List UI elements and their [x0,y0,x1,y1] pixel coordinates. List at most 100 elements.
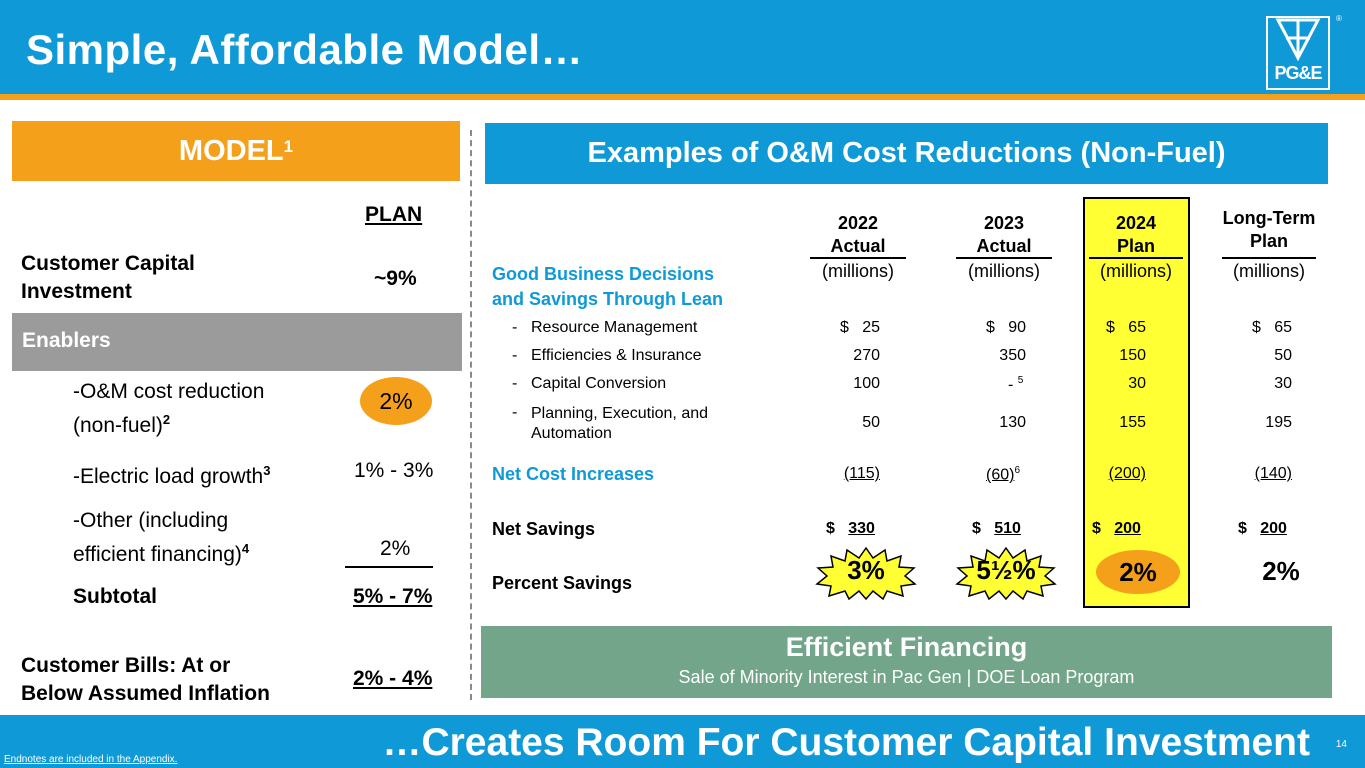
load-label-text: -Electric load growth [73,465,264,488]
subtotal-value: 5% - 7% [353,585,433,608]
model-banner: MODEL 1 [12,121,460,181]
footer-tagline: …Creates Room For Customer Capital Inves… [382,721,1310,764]
logo-registered-mark: ® [1336,14,1342,23]
col-long-term-name: Long-Term [1222,208,1316,228]
percent-savings-label: Percent Savings [492,573,633,593]
customer-bills-label-line-2: Below Assumed Inflation [21,682,270,705]
financing-title: Efficient Financing [785,632,1028,662]
col-long-term-rule [1222,257,1316,259]
col-2022-rule [810,257,906,259]
cell-resource-2022: $ 25 [839,319,880,336]
cell-efficiencies-2022: 270 [853,347,880,364]
footer-bar: …Creates Room For Customer Capital Inves… [0,715,1365,768]
row-dash: - [512,404,518,421]
percent-long-term: 2% [1262,556,1300,586]
row-label-resource: Resource Management [531,319,698,336]
cell-planning-2023: 130 [999,414,1026,431]
other-label-sup: 4 [241,541,250,556]
cell-capital-2022: 100 [853,375,880,392]
col-2023-type: Actual [976,236,1032,256]
col-header-2023: 2023 Actual [954,212,1054,258]
customer-bills-label: Customer Bills: At or Below Assumed Infl… [21,652,270,708]
cell-net-savings-2024-value: 200 [1114,520,1141,537]
cell-planning-2022: 50 [862,414,880,431]
om-value-oval: 2% [360,377,432,425]
cell-net-savings-long-term-value: 200 [1260,520,1287,537]
cell-efficiencies-2023: 350 [999,347,1026,364]
burst-2022-icon [815,546,917,600]
om-label: -O&M cost reduction (non-fuel)2 [73,378,264,440]
row-dash: - [512,375,518,392]
col-2022-type: Actual [830,236,886,256]
col-2024-rule [1089,257,1183,259]
col-long-term-type: Plan [1249,231,1288,251]
cell-planning-long-term: 195 [1265,414,1292,431]
cell-capital-long-term: 30 [1274,375,1292,392]
col-2023-year: 2023 [983,213,1025,233]
col-2022-unit: (millions) [822,261,894,281]
customer-capital-label-line-2: Investment [21,280,132,303]
load-label: -Electric load growth3 [73,457,270,491]
percent-2024-oval: 2% [1096,550,1180,594]
cell-net-cost-2022: (115) [843,465,880,482]
net-savings-label: Net Savings [492,519,596,539]
dollar-sign: $ [1092,520,1101,537]
cell-efficiencies-long-term: 50 [1274,347,1292,364]
dollar-sign: $ [826,520,835,537]
other-label: -Other (including efficient financing)4 [73,507,249,569]
cell-net-cost-2023: (60)6 [986,465,1020,484]
col-2024-type: Plan [1116,236,1155,256]
other-value: 2% [380,537,411,560]
cell-resource-2023: $ 90 [985,319,1026,336]
logo-graphic-icon [1275,18,1321,62]
page-number: 14 [1335,739,1347,750]
enablers-label: Enablers [22,329,111,352]
plan-header: PLAN [365,203,423,226]
dollar-sign: $ [1238,520,1247,537]
cell-resource-2024: $ 65 [1105,319,1146,336]
model-banner-label: MODEL [178,134,284,167]
om-label-sup: 2 [162,412,171,427]
row-dash: - [512,347,518,364]
cell-net-savings-2023: $ 510 [972,520,1021,538]
model-banner-sup: 1 [283,137,294,156]
percent-2024: 2% [1119,556,1157,587]
plan-2024-highlight [1083,197,1190,608]
row-label-planning-line-2: Automation [531,425,612,442]
row-dash: - [512,319,518,336]
burst-2023-icon [955,546,1057,600]
other-label-line-1: -Other (including [73,509,229,532]
col-long-term-unit: (millions) [1233,261,1305,281]
subtotal-rule [345,566,433,568]
row-label-efficiencies: Efficiencies & Insurance [531,347,702,364]
cell-net-savings-2024: $ 200 [1092,520,1141,538]
om-label-line-2: (non-fuel) [73,414,163,437]
col-2023-unit: (millions) [968,261,1040,281]
row-label-planning: Planning, Execution, and Automation [531,404,708,444]
cell-net-savings-2023-value: 510 [994,520,1021,537]
subtotal-label: Subtotal [73,585,157,608]
enablers-bar: Enablers [12,313,462,371]
cell-net-cost-long-term: (140) [1254,465,1292,482]
customer-bills-label-line-1: Customer Bills: At or [21,654,231,677]
row-label-planning-line-1: Planning, Execution, and [531,405,709,422]
logo-text: PG&E [1274,63,1322,83]
endnote-link[interactable]: Endnotes are included in the Appendix. [4,754,178,765]
examples-banner: Examples of O&M Cost Reductions (Non-Fue… [485,123,1328,184]
col-2023-rule [956,257,1052,259]
pge-logo: PG&E ® [1266,14,1342,90]
col-header-long-term: Long-Term Plan [1209,207,1329,253]
customer-capital-label-line-1: Customer Capital [21,252,195,275]
col-2024-unit: (millions) [1100,261,1172,281]
cell-capital-2023-sup: 5 [1017,375,1024,386]
cell-capital-2024: 30 [1128,375,1146,392]
page-title: Simple, Affordable Model… [26,26,583,73]
percent-2022: 3% [847,555,885,585]
other-label-line-2: efficient financing) [73,543,242,566]
load-label-sup: 3 [263,463,271,478]
row-label-capital-conversion: Capital Conversion [531,375,667,392]
financing-subtitle: Sale of Minority Interest in Pac Gen | D… [678,667,1135,687]
cell-capital-2023: - 5 [1008,375,1023,394]
col-header-2022: 2022 Actual [808,212,908,258]
cell-planning-2024: 155 [1119,414,1146,431]
